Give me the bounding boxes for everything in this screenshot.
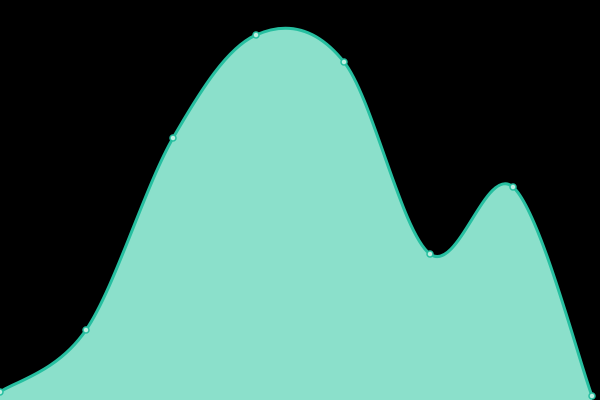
data-point-marker[interactable] — [509, 183, 517, 191]
area-fill-path — [0, 28, 592, 400]
data-point-marker[interactable] — [169, 134, 177, 142]
data-point-marker[interactable] — [340, 58, 348, 66]
data-point-marker[interactable] — [82, 326, 90, 334]
data-point-marker[interactable] — [426, 250, 434, 258]
data-point-marker[interactable] — [0, 388, 4, 396]
data-point-markers[interactable] — [0, 31, 596, 400]
data-point-marker[interactable] — [588, 392, 596, 400]
data-point-marker[interactable] — [252, 31, 260, 39]
